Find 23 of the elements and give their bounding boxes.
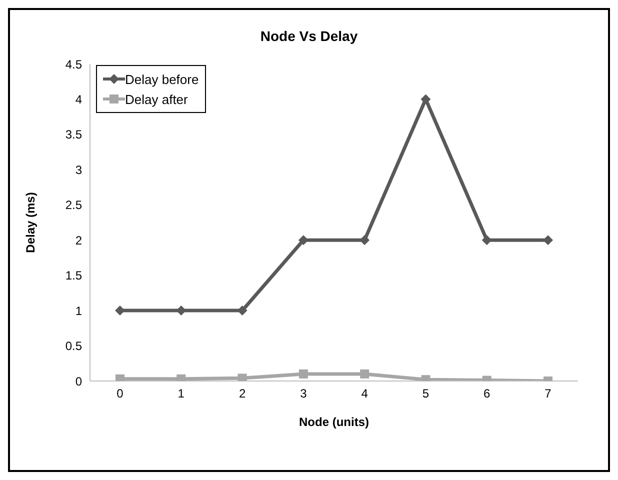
y-tick-label: 2.5: [65, 198, 82, 212]
x-tick-label: 3: [300, 386, 308, 401]
legend-label: Delay before: [125, 72, 199, 86]
y-tick-label: 1.5: [65, 268, 82, 283]
x-tick-label: 7: [544, 386, 552, 401]
y-tick-label: 4.5: [65, 57, 82, 72]
x-tick-label: 2: [238, 386, 246, 401]
legend-label: Delay after: [125, 92, 188, 106]
y-tick-label: 2: [75, 233, 82, 248]
y-tick-label: 0: [75, 374, 82, 388]
x-tick-label: 5: [422, 386, 430, 401]
x-tick-label: 0: [116, 386, 124, 401]
chart-title: Node Vs Delay: [259, 28, 359, 44]
y-tick-label: 1: [75, 304, 82, 318]
y-tick-label: 3.5: [65, 128, 82, 142]
x-tick-label: 6: [484, 386, 491, 401]
x-tick-label: 4: [361, 386, 368, 401]
y-tick-label: 0.5: [65, 339, 82, 354]
x-axis-title: Node (units): [299, 415, 369, 429]
y-axis-title: Delay (ms): [23, 192, 38, 253]
x-tick-label: 1: [178, 386, 185, 401]
y-tick-label: 4: [75, 92, 82, 106]
y-tick-label: 3: [75, 162, 82, 177]
